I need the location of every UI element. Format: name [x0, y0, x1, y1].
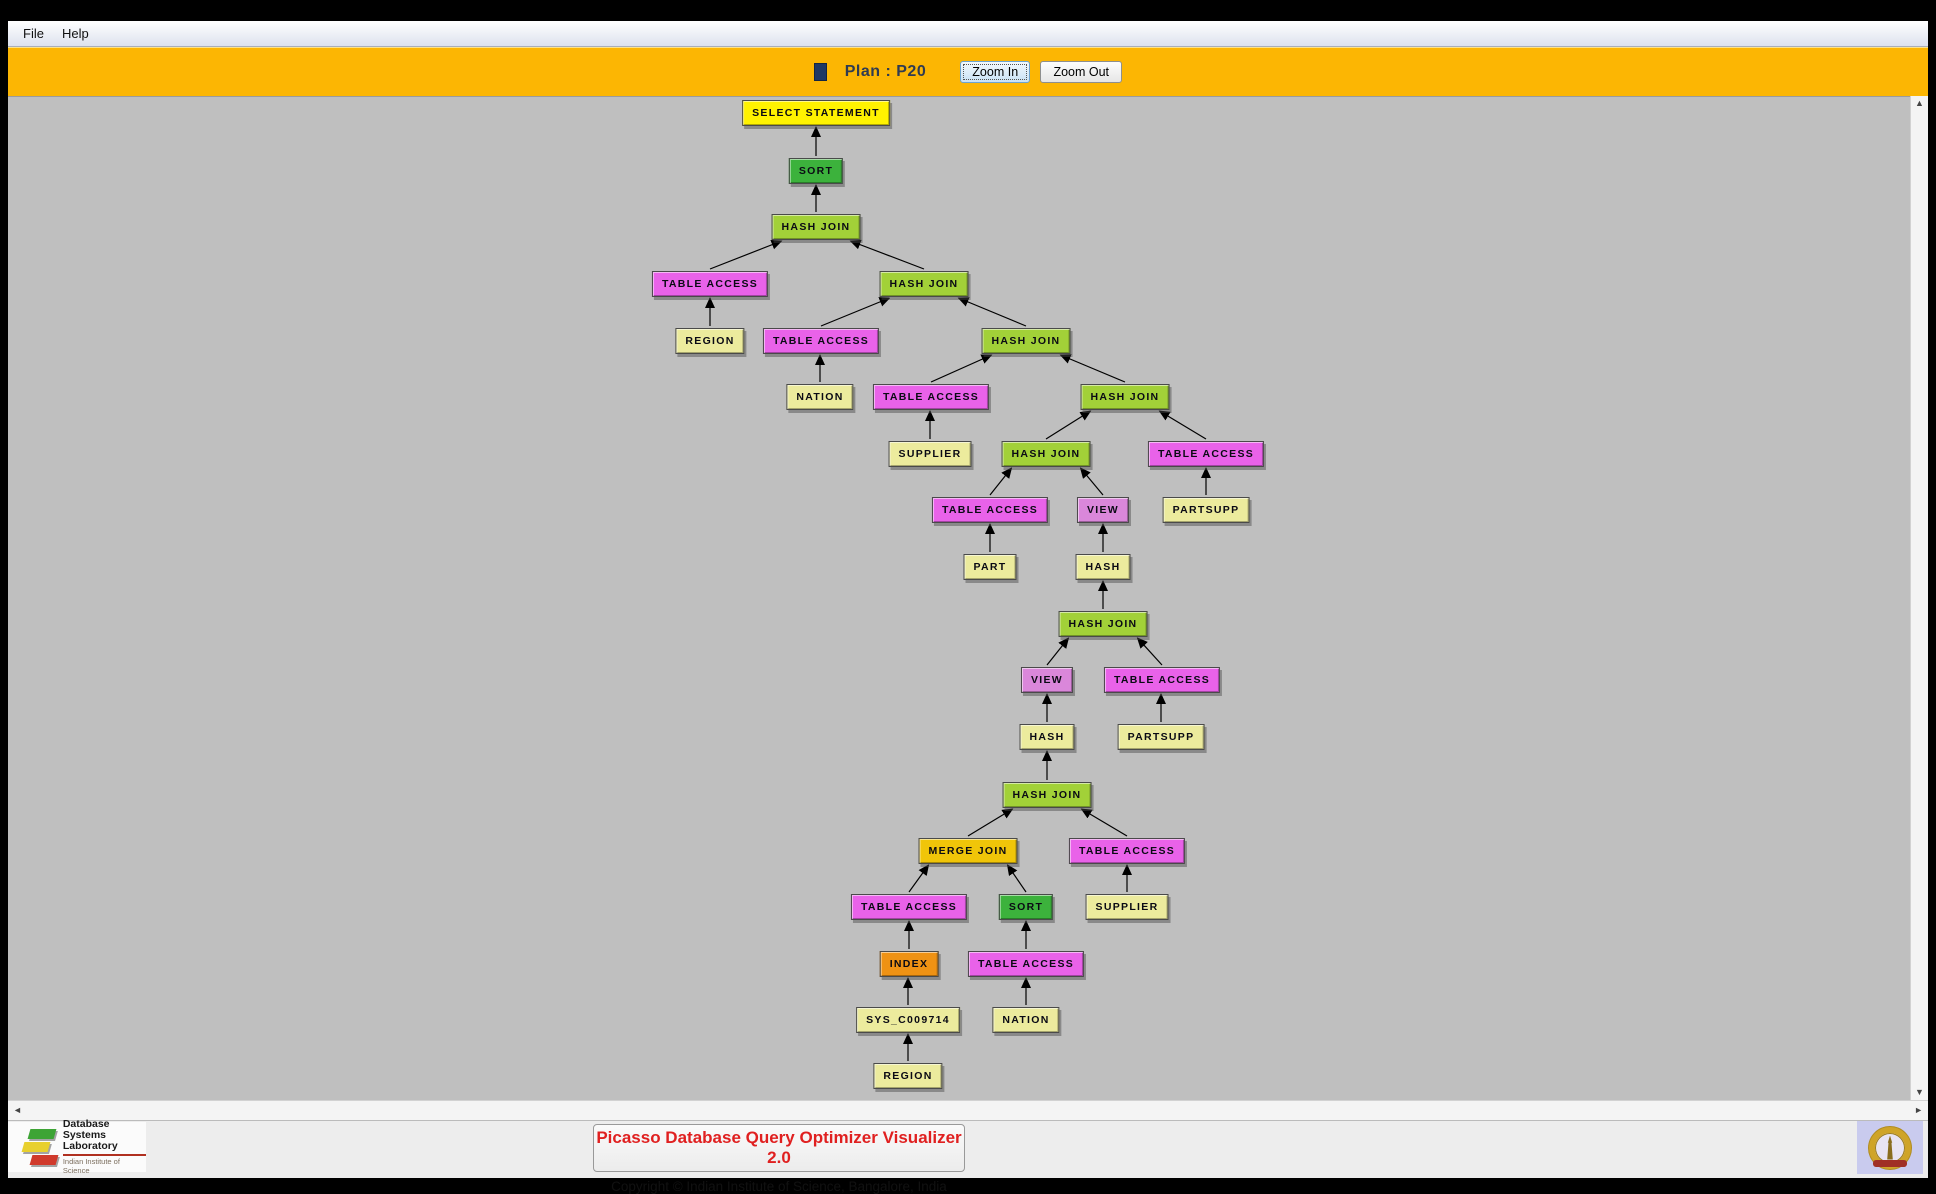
plan-edge: [1136, 637, 1163, 666]
window-titlebar: [8, 0, 1928, 21]
plan-node-partsupp[interactable]: PARTSUPP: [1162, 497, 1250, 523]
dsl-logo-line1: Database: [62, 1118, 110, 1130]
dsl-logo-line3: Laboratory: [62, 1140, 118, 1152]
zoom-in-button[interactable]: Zoom In: [960, 61, 1031, 83]
plan-edge: [967, 808, 1014, 837]
plan-node-hash-join[interactable]: HASH JOIN: [1001, 441, 1091, 467]
copyright-text: Copyright © Indian Institute of Science,…: [611, 1179, 947, 1194]
plan-edge: [930, 354, 993, 383]
plan-edge: [908, 864, 930, 893]
plan-edge: [709, 239, 783, 270]
plan-edge: [1080, 808, 1128, 837]
dsl-bricks-icon: [20, 1126, 59, 1168]
plan-node-hash-join[interactable]: HASH JOIN: [981, 328, 1071, 354]
plan-node-hash[interactable]: HASH: [1019, 724, 1075, 750]
picasso-app-window: File Help Plan : P20 Zoom In Zoom Out SE…: [8, 0, 1928, 1194]
plan-node-hash-join[interactable]: HASH JOIN: [1058, 611, 1148, 637]
plan-tree-canvas: SELECT STATEMENT SORT HASH JOIN TABLE ACCES…: [8, 96, 1910, 1100]
plan-edge: [1059, 354, 1126, 383]
scroll-right-icon[interactable]: ►: [1914, 1105, 1923, 1115]
dsl-logo: Database Systems Laboratory Indian Insti…: [8, 1118, 146, 1175]
plan-node-hash-join[interactable]: HASH JOIN: [879, 271, 969, 297]
app-title: Picasso Database Query Optimizer Visuali…: [593, 1124, 965, 1172]
plan-edge: [849, 239, 925, 270]
plan-node-nation[interactable]: NATION: [786, 384, 854, 410]
plan-node-view[interactable]: VIEW: [1076, 497, 1130, 523]
plan-edge: [957, 297, 1027, 327]
dsl-logo-subtitle: Indian Institute of Science: [62, 1154, 146, 1175]
plan-node-table-access[interactable]: TABLE ACCESS: [1147, 441, 1265, 467]
plan-node-table-access[interactable]: TABLE ACCESS: [967, 951, 1085, 977]
plan-tree-edges: [705, 126, 1211, 1061]
horizontal-scrollbar[interactable]: ◄ ►: [8, 1100, 1928, 1120]
plan-node-hash-join[interactable]: HASH JOIN: [771, 214, 861, 240]
plan-edge: [1046, 637, 1070, 666]
menu-help[interactable]: Help: [61, 26, 89, 41]
iisc-band-icon: [1873, 1159, 1907, 1167]
plan-node-region[interactable]: REGION: [873, 1063, 943, 1089]
plan-node-select-statement[interactable]: SELECT STATEMENT: [742, 100, 890, 126]
plan-node-table-access[interactable]: TABLE ACCESS: [762, 328, 880, 354]
plan-node-sys-c009714[interactable]: SYS_C009714: [856, 1007, 960, 1033]
plan-node-table-access[interactable]: TABLE ACCESS: [1068, 838, 1186, 864]
plan-node-supplier[interactable]: SUPPLIER: [888, 441, 972, 467]
plan-color-swatch-icon: [813, 63, 827, 81]
scroll-down-icon[interactable]: ▼: [1915, 1087, 1924, 1097]
plan-edge: [1006, 864, 1027, 893]
plan-node-table-access[interactable]: TABLE ACCESS: [651, 271, 769, 297]
plan-node-table-access[interactable]: TABLE ACCESS: [872, 384, 990, 410]
plan-node-hash-join[interactable]: HASH JOIN: [1080, 384, 1170, 410]
plan-node-merge-join[interactable]: MERGE JOIN: [918, 838, 1018, 864]
plan-edge: [820, 297, 891, 327]
plan-node-index[interactable]: INDEX: [879, 951, 939, 977]
scroll-left-icon[interactable]: ◄: [13, 1105, 22, 1115]
plan-toolbar: Plan : P20 Zoom In Zoom Out: [8, 47, 1928, 96]
plan-edge: [1079, 467, 1104, 496]
window-bottom-edge: [8, 1178, 1928, 1186]
vertical-scrollbar[interactable]: ▲ ▼: [1910, 96, 1928, 1100]
plan-node-table-access[interactable]: TABLE ACCESS: [931, 497, 1049, 523]
dsl-logo-line2: Systems: [62, 1129, 107, 1141]
plan-edge: [1045, 410, 1092, 440]
iisc-ring-icon: [1869, 1126, 1911, 1169]
plan-node-hash-join[interactable]: HASH JOIN: [1002, 782, 1092, 808]
menu-file[interactable]: File: [23, 26, 44, 41]
plan-edge: [989, 467, 1013, 496]
iisc-spire-icon: [1887, 1135, 1893, 1160]
plan-label: Plan : P20: [844, 63, 927, 80]
plan-node-table-access[interactable]: TABLE ACCESS: [850, 894, 968, 920]
plan-node-supplier[interactable]: SUPPLIER: [1085, 894, 1169, 920]
plan-node-view[interactable]: VIEW: [1020, 667, 1074, 693]
plan-node-sort[interactable]: SORT: [998, 894, 1054, 920]
status-footer: Database Systems Laboratory Indian Insti…: [8, 1118, 1928, 1194]
plan-node-part[interactable]: PART: [963, 554, 1017, 580]
plan-node-partsupp[interactable]: PARTSUPP: [1117, 724, 1205, 750]
plan-node-hash[interactable]: HASH: [1075, 554, 1131, 580]
plan-node-sort[interactable]: SORT: [788, 158, 844, 184]
zoom-out-button[interactable]: Zoom Out: [1040, 61, 1123, 83]
plan-node-table-access[interactable]: TABLE ACCESS: [1103, 667, 1221, 693]
scroll-up-icon[interactable]: ▲: [1915, 98, 1924, 108]
iisc-emblem: [1857, 1121, 1923, 1174]
plan-node-nation[interactable]: NATION: [992, 1007, 1060, 1033]
plan-edge: [1158, 410, 1207, 440]
menu-bar: File Help: [8, 21, 1928, 47]
plan-node-region[interactable]: REGION: [675, 328, 745, 354]
